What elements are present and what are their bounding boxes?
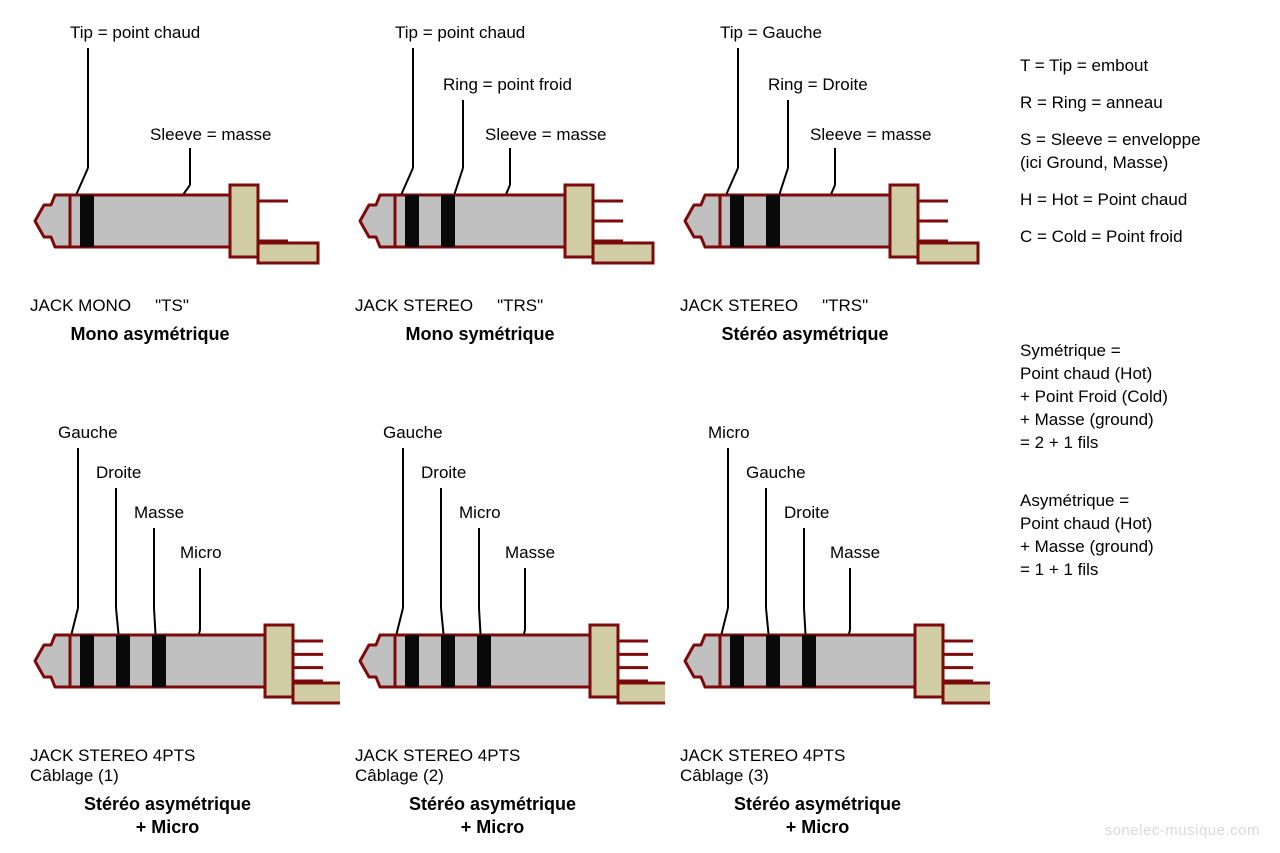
jack-title2: + Micro	[680, 817, 955, 838]
svg-text:Gauche: Gauche	[383, 423, 443, 442]
jack-cell-stereo-asym: Tip = GaucheRing = DroiteSleeve = masse …	[680, 20, 990, 345]
svg-text:Tip = point chaud: Tip = point chaud	[70, 23, 200, 42]
legend-line: Point chaud (Hot)	[1020, 513, 1154, 536]
svg-text:Gauche: Gauche	[746, 463, 806, 482]
legend-line: (ici Ground, Masse)	[1020, 152, 1201, 175]
legend-line: Symétrique =	[1020, 340, 1168, 363]
svg-text:Masse: Masse	[830, 543, 880, 562]
legend-line: + Masse (ground)	[1020, 409, 1168, 432]
jack-title: Mono asymétrique	[30, 324, 270, 345]
watermark: sonelec-musique.com	[1105, 822, 1260, 839]
legend-abbr: T = Tip = embout R = Ring = anneau S = Sle…	[1020, 55, 1201, 249]
svg-text:Sleeve = masse: Sleeve = masse	[485, 125, 606, 144]
caption-sub: Câblage (3)	[680, 766, 990, 786]
legend-line: T = Tip = embout	[1020, 55, 1201, 78]
caption-type: JACK STEREO 4PTS	[355, 746, 665, 766]
jack-mono-sym: Tip = point chaud Ring = point froid Sleev…	[360, 23, 653, 263]
legend-line: Asymétrique =	[1020, 490, 1154, 513]
jack-title2: + Micro	[355, 817, 630, 838]
caption-sub: Câblage (2)	[355, 766, 665, 786]
jack-cell-trrs-3: MicroGaucheDroiteMasse JACK STEREO 4PTS …	[680, 420, 990, 838]
svg-text:Droite: Droite	[96, 463, 141, 482]
jack-cell-mono-sym: Tip = point chaud Ring = point froid Sleev…	[355, 20, 665, 345]
legend-asym: Asymétrique =Point chaud (Hot)+ Masse (g…	[1020, 490, 1154, 582]
legend-line: S = Sleeve = enveloppe	[1020, 129, 1201, 152]
svg-text:Masse: Masse	[134, 503, 184, 522]
svg-text:Masse: Masse	[505, 543, 555, 562]
svg-text:Droite: Droite	[421, 463, 466, 482]
jack-trrs-3: Micro Gauche Droite Masse	[685, 423, 990, 703]
svg-text:Micro: Micro	[708, 423, 750, 442]
svg-text:Droite: Droite	[784, 503, 829, 522]
caption-sub: Câblage (1)	[30, 766, 340, 786]
jack-trrs-1: Gauche Droite Masse Micro	[35, 423, 340, 703]
jack-cell-trrs-1: GaucheDroiteMasseMicro JACK STEREO 4PTS …	[30, 420, 340, 838]
svg-text:Micro: Micro	[180, 543, 222, 562]
svg-text:Tip = point chaud: Tip = point chaud	[395, 23, 525, 42]
legend-line: Point chaud (Hot)	[1020, 363, 1168, 386]
svg-text:Sleeve = masse: Sleeve = masse	[810, 125, 931, 144]
jack-title2: + Micro	[30, 817, 305, 838]
caption-type: JACK STEREO 4PTS	[680, 746, 990, 766]
legend-line: + Point Froid (Cold)	[1020, 386, 1168, 409]
jack-title: Stéréo asymétrique	[355, 794, 630, 815]
jack-cell-trrs-2: GaucheDroiteMicroMasse JACK STEREO 4PTS …	[355, 420, 665, 838]
legend-line: = 2 + 1 fils	[1020, 432, 1168, 455]
legend-line: H = Hot = Point chaud	[1020, 189, 1201, 212]
jack-title: Stéréo asymétrique	[680, 794, 955, 815]
jack-title: Mono symétrique	[355, 324, 605, 345]
svg-text:Ring = point froid: Ring = point froid	[443, 75, 572, 94]
jack-trrs-2: Gauche Droite Micro Masse	[360, 423, 665, 703]
caption-type: JACK MONO"TS"	[30, 296, 340, 316]
legend-line: R = Ring = anneau	[1020, 92, 1201, 115]
jack-stereo-asym: Tip = Gauche Ring = Droite Sleeve = masse	[685, 23, 978, 263]
legend-sym: Symétrique =Point chaud (Hot)+ Point Fro…	[1020, 340, 1168, 455]
legend-line: = 1 + 1 fils	[1020, 559, 1154, 582]
caption-type: JACK STEREO"TRS"	[680, 296, 990, 316]
svg-text:Gauche: Gauche	[58, 423, 118, 442]
jack-title: Stéréo asymétrique	[30, 794, 305, 815]
svg-text:Ring = Droite: Ring = Droite	[768, 75, 868, 94]
svg-text:Tip = Gauche: Tip = Gauche	[720, 23, 822, 42]
legend-line: + Masse (ground)	[1020, 536, 1154, 559]
caption-type: JACK STEREO 4PTS	[30, 746, 340, 766]
caption-type: JACK STEREO"TRS"	[355, 296, 665, 316]
svg-text:Micro: Micro	[459, 503, 501, 522]
svg-text:Sleeve = masse: Sleeve = masse	[150, 125, 271, 144]
jack-title: Stéréo asymétrique	[680, 324, 930, 345]
jack-cell-mono-asym: Tip = point chaud Sleeve = masse JACK MON…	[30, 20, 340, 345]
legend-line: C = Cold = Point froid	[1020, 226, 1201, 249]
jack-mono-asym: Tip = point chaud Sleeve = masse	[35, 23, 318, 263]
